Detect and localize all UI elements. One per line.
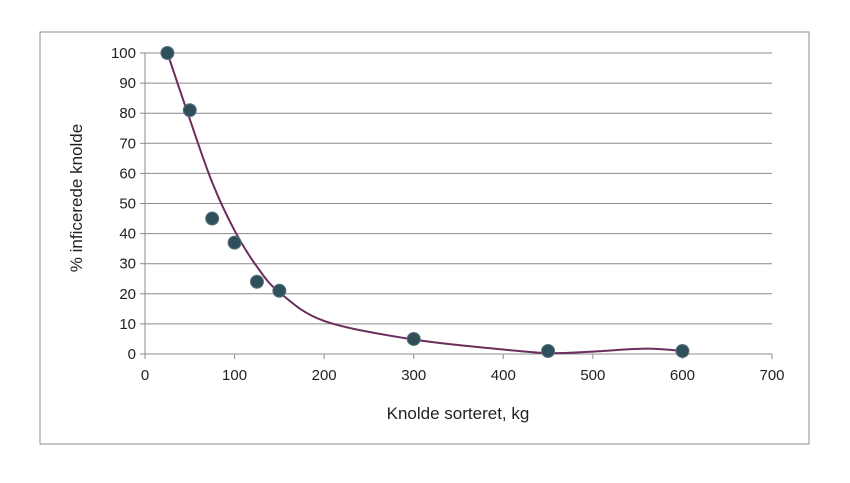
x-tick-label-700: 700 [759,367,784,384]
x-tick-label-0: 0 [141,367,149,384]
y-tick-label-0: 0 [128,346,136,363]
y-tick-label-40: 40 [119,226,136,243]
x-tick-label-400: 400 [491,367,516,384]
tick-labels: 0 10 20 30 40 50 60 70 80 90 100 0 100 200 300 400 500 60… [111,45,785,384]
x-tick-label-300: 300 [401,367,426,384]
x-tick-label-200: 200 [312,367,337,384]
y-tick-label-70: 70 [119,135,136,152]
chart-frame [39,31,810,445]
data-point [160,46,175,60]
axes [140,52,773,359]
x-tick-label-100: 100 [222,367,247,384]
x-axis-title: Knolde sorteret, kg [387,404,530,423]
trendline-layer [166,52,683,355]
y-tick-label-20: 20 [119,286,136,303]
y-tick-label-80: 80 [119,105,136,122]
data-point [675,343,690,358]
data-point [406,331,421,346]
y-tick-label-100: 100 [111,45,136,62]
gridlines [145,52,772,325]
y-tick-label-10: 10 [119,316,136,333]
x-tick-label-500: 500 [580,367,605,384]
data-point [227,235,242,250]
y-axis-title: % inficerede knolde [67,124,86,272]
y-tick-label-50: 50 [119,196,136,213]
y-tick-label-90: 90 [119,75,136,92]
data-point [205,211,220,226]
data-point [541,343,556,358]
data-point [249,274,264,289]
data-point [182,103,197,118]
data-point [272,283,287,298]
y-tick-label-30: 30 [119,256,136,273]
x-tick-label-600: 600 [670,367,695,384]
y-tick-label-60: 60 [119,165,136,182]
trendline [166,52,683,355]
data-points [160,46,690,358]
